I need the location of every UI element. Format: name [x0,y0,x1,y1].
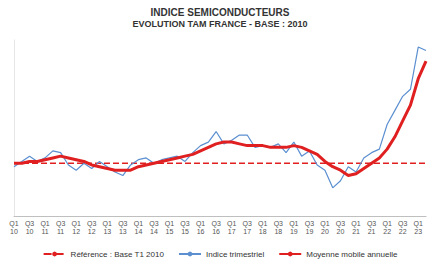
svg-text:22: 22 [399,228,407,235]
svg-text:Q1: Q1 [40,220,49,228]
svg-text:Q1: Q1 [196,220,205,228]
svg-text:Q1: Q1 [351,220,360,228]
svg-text:Référence : Base T1 2010: Référence : Base T1 2010 [71,250,165,259]
svg-text:Q3: Q3 [274,220,283,228]
svg-text:Indice trimestriel: Indice trimestriel [206,250,264,259]
svg-text:Q1: Q1 [227,220,236,228]
svg-text:18: 18 [274,228,282,235]
svg-text:Q3: Q3 [243,220,252,228]
svg-text:19: 19 [305,228,313,235]
svg-text:16: 16 [197,228,205,235]
svg-text:19: 19 [290,228,298,235]
svg-text:Q3: Q3 [87,220,96,228]
svg-text:22: 22 [383,228,391,235]
svg-text:Q1: Q1 [9,220,18,228]
svg-text:Q3: Q3 [336,220,345,228]
svg-text:Q1: Q1 [382,220,391,228]
svg-text:20: 20 [337,228,345,235]
svg-text:Q1: Q1 [320,220,329,228]
svg-text:14: 14 [134,228,142,235]
svg-text:10: 10 [10,228,18,235]
svg-text:11: 11 [57,228,64,235]
svg-text:Q1: Q1 [289,220,298,228]
svg-text:Q3: Q3 [56,220,65,228]
svg-text:15: 15 [181,228,189,235]
svg-text:20: 20 [321,228,329,235]
svg-text:Q3: Q3 [305,220,314,228]
svg-text:Q3: Q3 [118,220,127,228]
svg-text:INDICE SEMICONDUCTEURS: INDICE SEMICONDUCTEURS [151,7,290,18]
svg-text:17: 17 [228,228,236,235]
svg-text:12: 12 [72,228,80,235]
svg-text:EVOLUTION TAM FRANCE - BASE :: EVOLUTION TAM FRANCE - BASE : 2010 [133,19,308,29]
svg-text:21: 21 [368,228,376,235]
svg-text:Q1: Q1 [134,220,143,228]
svg-text:Q1: Q1 [165,220,174,228]
svg-text:16: 16 [212,228,220,235]
svg-text:15: 15 [166,228,174,235]
svg-text:14: 14 [150,228,158,235]
svg-text:Q3: Q3 [149,220,158,228]
svg-text:17: 17 [243,228,251,235]
svg-text:Moyenne mobile annuelle: Moyenne mobile annuelle [306,250,398,259]
svg-text:Q1: Q1 [414,220,423,228]
svg-text:13: 13 [103,228,111,235]
svg-text:11: 11 [41,228,48,235]
svg-text:13: 13 [119,228,127,235]
svg-text:Q1: Q1 [258,220,267,228]
svg-text:Q3: Q3 [211,220,220,228]
svg-text:18: 18 [259,228,267,235]
svg-text:Q3: Q3 [367,220,376,228]
svg-text:23: 23 [414,228,422,235]
svg-text:21: 21 [352,228,360,235]
svg-text:10: 10 [26,228,34,235]
svg-text:Q3: Q3 [25,220,34,228]
svg-text:Q1: Q1 [103,220,112,228]
svg-text:Q1: Q1 [72,220,81,228]
svg-text:Q3: Q3 [180,220,189,228]
svg-text:12: 12 [88,228,96,235]
svg-text:Q3: Q3 [398,220,407,228]
